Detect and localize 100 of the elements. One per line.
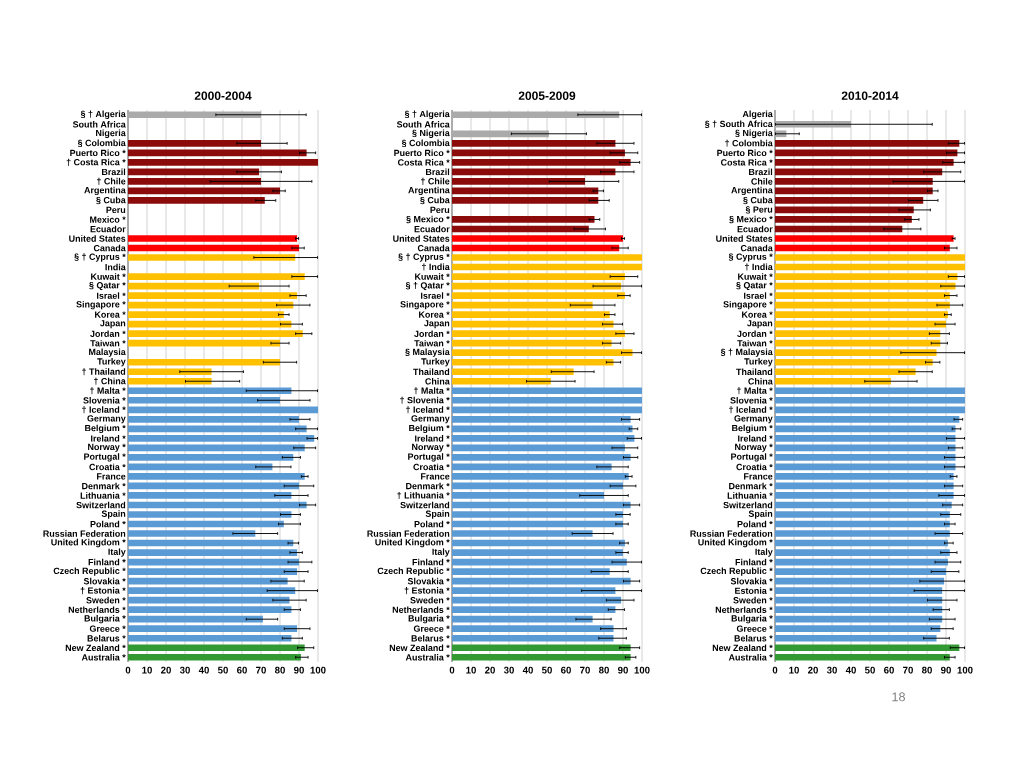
y-tick-label: Nigeria [96, 129, 126, 138]
y-tick-label: France [421, 473, 450, 480]
y-tick-label: Taiwan * [737, 339, 773, 347]
y-tick-label: Poland * [90, 520, 126, 528]
x-tick-label: 60 [237, 666, 247, 674]
y-tick-label: Portugal * [84, 453, 126, 462]
x-tick-label: 30 [826, 666, 837, 674]
bar [775, 482, 954, 490]
bar [128, 311, 284, 318]
bar [128, 625, 298, 633]
bar [452, 463, 612, 471]
bar [452, 615, 593, 623]
y-tick-label: Spain [748, 510, 773, 519]
y-tick-label: Australia * [728, 653, 773, 661]
y-tick-label: Canada [740, 244, 773, 252]
y-tick-label: United States [393, 235, 450, 242]
bar [452, 244, 620, 252]
bar [128, 463, 273, 471]
y-tick-label: § Qatar * [89, 282, 126, 291]
x-tick-label: 70 [903, 666, 913, 674]
bar [452, 178, 585, 185]
bar [128, 558, 299, 566]
bar [128, 539, 294, 547]
y-tick-label: China [748, 377, 773, 385]
bar [775, 339, 941, 347]
y-tick-label: United Kingdom * [375, 538, 450, 548]
y-tick-label: Denmark * [729, 482, 773, 490]
text: 18 [892, 692, 906, 702]
y-tick-label: Slovakia * [83, 577, 126, 585]
y-tick-label: Korea * [95, 311, 126, 318]
y-tick-label: Norway * [88, 443, 126, 452]
bar [452, 377, 551, 385]
bar [128, 568, 298, 575]
y-tick-label: † Malta * [414, 387, 450, 395]
bar [452, 159, 631, 166]
y-tick-label: § † Algeria [404, 110, 450, 119]
bar [128, 396, 280, 404]
bar [128, 377, 212, 385]
bar [775, 320, 947, 328]
y-tick-label: Czech Republic * [700, 567, 773, 576]
bar [128, 387, 292, 395]
y-tick-label: United Kingdom * [698, 538, 773, 548]
y-tick-label: Poland * [414, 520, 450, 528]
bar [775, 139, 960, 147]
x-tick-label: 50 [864, 666, 875, 674]
y-tick-label: Germany [734, 415, 773, 424]
y-tick-label: Slovenia * [83, 397, 126, 404]
y-tick-label: India [105, 263, 126, 271]
x-tick-label: 80 [598, 666, 609, 674]
bar [452, 396, 643, 404]
bar [452, 425, 633, 433]
y-tick-label: § Mexico * [729, 215, 773, 224]
bar [452, 492, 605, 499]
bar [775, 159, 954, 166]
bar [775, 539, 948, 547]
y-tick-label: Japan [747, 320, 773, 329]
y-tick-label: Belarus * [734, 634, 773, 642]
y-tick-label: † Chile [97, 177, 126, 185]
y-tick-label: South Africa [396, 121, 450, 128]
y-tick-label: Ecuador [90, 225, 126, 233]
y-tick-label: Jordan * [414, 330, 450, 337]
bar [128, 358, 280, 366]
bar [775, 520, 950, 528]
bar [775, 168, 943, 176]
bar [452, 577, 631, 585]
x-tick-label: 70 [256, 666, 266, 674]
bar [452, 454, 631, 461]
bar [128, 606, 292, 613]
y-tick-label: Norway * [735, 443, 773, 452]
y-tick-label: Bulgaria * [84, 615, 126, 624]
x-tick-label: 40 [522, 666, 533, 674]
y-tick-label: Jordan * [737, 330, 773, 337]
y-tick-label: Canada [93, 244, 126, 252]
y-tick-label: † Slovenia * [400, 396, 450, 404]
y-tick-label: Spain [425, 510, 450, 519]
y-tick-label: † Malta * [737, 387, 773, 395]
bar [452, 311, 610, 318]
y-tick-label: § Nigeria [735, 129, 773, 138]
bar [775, 454, 956, 461]
bar [775, 615, 943, 623]
y-tick-label: Israel * [744, 292, 773, 299]
y-tick-label: † Chile [421, 177, 450, 185]
bar [128, 320, 292, 328]
bar [452, 149, 625, 157]
y-tick-label: Mexico * [90, 216, 126, 223]
bar [775, 558, 948, 566]
y-tick-label: Croatia * [89, 463, 126, 471]
bar [452, 273, 625, 280]
y-tick-label: † Estonia * [404, 587, 450, 595]
y-tick-label: Netherlands * [392, 606, 450, 613]
y-tick-label: Ireland * [415, 435, 450, 442]
bar [452, 406, 643, 414]
y-tick-label: † Lithuania * [397, 491, 450, 499]
bar [452, 130, 549, 138]
bar [128, 644, 305, 652]
y-tick-label: Greece * [89, 625, 126, 632]
bar [452, 511, 623, 518]
y-tick-label: Brazil [102, 168, 126, 176]
y-tick-label: Netherlands * [715, 606, 773, 613]
bar [128, 178, 261, 185]
